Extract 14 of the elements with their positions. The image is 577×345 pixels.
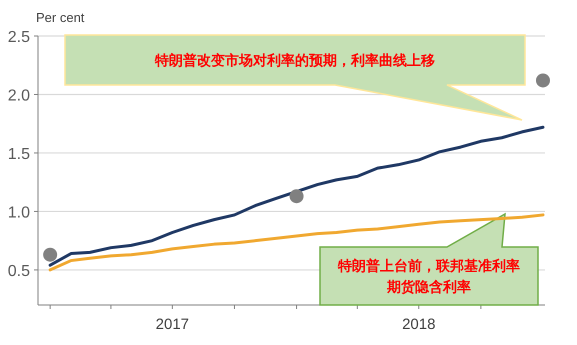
y-tick-label: 2.5 [8,29,30,46]
point [43,248,58,262]
line-series [48,213,544,272]
x-tick-label: 2017 [156,316,190,333]
annotation: 特朗普改变市场对利率的预期，利率曲线上移 [154,52,435,69]
point [290,189,304,204]
y-tick-label: 0.5 [8,262,30,280]
annotation: 特朗普上台前，联邦基准利率期货隐含利率 [337,258,520,296]
y-tick-label: 1.0 [8,204,30,222]
point [536,73,550,88]
x-tick-label: 2018 [402,316,436,333]
y-axis-title: Per cent [36,10,85,25]
y-tick-label: 1.5 [8,146,30,163]
y-tick-label: 2.0 [8,87,30,104]
